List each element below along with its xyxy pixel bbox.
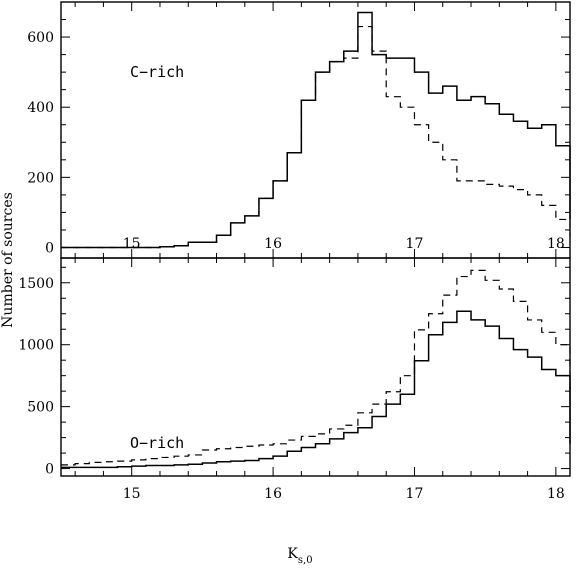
x-tick-label-c-rich: 15 bbox=[123, 236, 141, 252]
x-tick-label-o-rich: 16 bbox=[264, 486, 282, 502]
y-tick-label-c-rich: 600 bbox=[27, 30, 54, 46]
x-axis-title-subscript: s,0 bbox=[298, 555, 313, 566]
x-tick-label-c-rich: 16 bbox=[264, 236, 282, 252]
series-dashed-c-rich bbox=[61, 25, 571, 249]
y-tick-label-c-rich: 0 bbox=[45, 240, 54, 256]
y-tick-label-c-rich: 200 bbox=[27, 170, 54, 186]
panel-label-o-rich: O−rich bbox=[130, 434, 184, 452]
x-tick-label-o-rich: 18 bbox=[547, 486, 565, 502]
panel-label-c-rich: C−rich bbox=[130, 63, 184, 81]
y-axis-title: Number of sources bbox=[0, 192, 16, 328]
x-tick-label-c-rich: 18 bbox=[547, 236, 565, 252]
y-tick-label-o-rich: 500 bbox=[27, 400, 54, 416]
histogram-o-rich: 15 16 17 18 0 500 1000 1500 bbox=[18, 258, 571, 502]
plot-frame-o-rich bbox=[60, 257, 571, 477]
x-tick-label-c-rich: 17 bbox=[406, 236, 424, 252]
panel-o-rich: 15 16 17 18 0 500 1000 1500 O−rich bbox=[18, 257, 571, 502]
series-dashed-o-rich bbox=[61, 269, 571, 466]
panel-c-rich: 15 16 17 18 0 200 400 600 C−rich bbox=[27, 1, 571, 259]
y-tick-label-o-rich: 0 bbox=[45, 462, 54, 478]
series-solid-o-rich bbox=[61, 310, 571, 469]
histogram-c-rich: 15 16 17 18 0 200 400 600 bbox=[27, 1, 571, 258]
plot-frame-c-rich bbox=[60, 1, 571, 259]
series-solid-c-rich bbox=[61, 11, 571, 249]
x-axis-title-main: K bbox=[287, 546, 298, 562]
x-axis-title: Ks,0 bbox=[287, 546, 312, 566]
y-tick-label-c-rich: 400 bbox=[27, 100, 54, 116]
y-tick-label-o-rich: 1000 bbox=[18, 338, 54, 354]
y-tick-label-o-rich: 1500 bbox=[18, 276, 54, 292]
x-tick-label-o-rich: 15 bbox=[123, 486, 141, 502]
x-tick-label-o-rich: 17 bbox=[406, 486, 424, 502]
